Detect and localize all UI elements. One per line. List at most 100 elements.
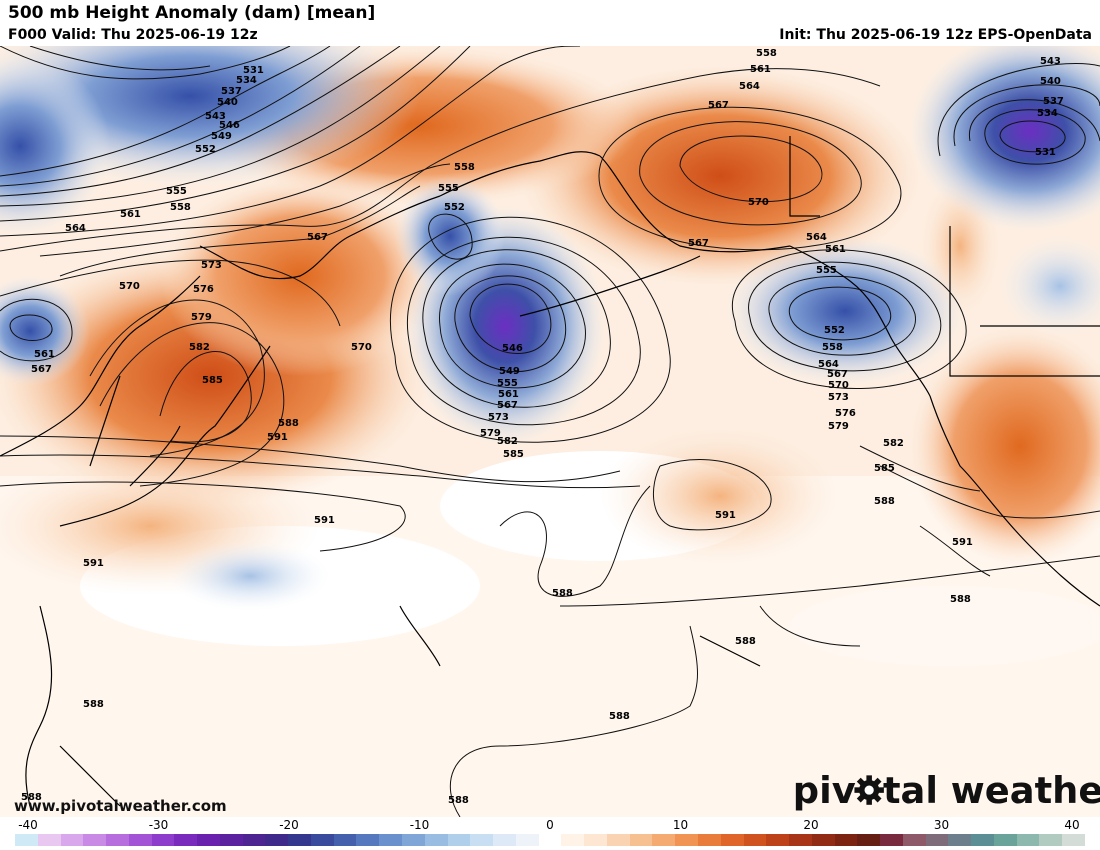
colorbar-tick-label: -30 (148, 818, 169, 832)
contour-label: 549 (499, 366, 520, 377)
contour-label: 576 (835, 408, 856, 419)
contour-label: 570 (351, 342, 372, 353)
contour-label: 555 (816, 265, 837, 276)
contour-label: 564 (65, 223, 86, 234)
contour-label: 591 (83, 558, 104, 569)
contour-label: 552 (195, 144, 216, 155)
contour-label: 585 (503, 449, 524, 460)
colorbar (15, 834, 1085, 846)
contour-label: 546 (502, 343, 523, 354)
contour-label: 552 (824, 325, 845, 336)
colorbar-swatch (333, 834, 357, 846)
contour-label: 591 (314, 515, 335, 526)
colorbar-swatch (857, 834, 881, 846)
colorbar-swatch (1062, 834, 1085, 846)
colorbar-swatch (128, 834, 152, 846)
colorbar-swatch (242, 834, 266, 846)
colorbar-swatch (174, 834, 198, 846)
contour-label: 591 (267, 432, 288, 443)
colorbar-swatch (356, 834, 380, 846)
contour-label: 591 (715, 510, 736, 521)
contour-label: 573 (201, 260, 222, 271)
contour-label: 561 (750, 64, 771, 75)
logo-text-suffix: tal weather (883, 769, 1100, 812)
contour-label: 540 (1040, 76, 1061, 87)
contour-label: 549 (211, 131, 232, 142)
contour-label: 564 (818, 359, 839, 370)
contour-label: 582 (883, 438, 904, 449)
contour-label: 591 (952, 537, 973, 548)
colorbar-swatch (948, 834, 972, 846)
colorbar-tick-label: -20 (279, 818, 299, 832)
contour-label: 564 (739, 81, 760, 92)
contour-label: 546 (219, 120, 240, 131)
contour-label: 558 (822, 342, 843, 353)
contour-label: 561 (498, 389, 519, 400)
contour-label: 534 (1037, 108, 1058, 119)
contour-label: 552 (444, 202, 465, 213)
colorbar-swatch (561, 834, 585, 846)
colorbar-tick-label: -10 (409, 818, 430, 832)
contour-label: 582 (189, 342, 210, 353)
contour-label: 531 (243, 65, 264, 76)
contour-label: 585 (874, 463, 895, 474)
contour-label: 561 (825, 244, 846, 255)
contour-label: 567 (31, 364, 52, 375)
contour-label: 588 (609, 711, 630, 722)
contour-label: 543 (205, 111, 226, 122)
contour-label: 564 (806, 232, 827, 243)
colorbar-swatch (310, 834, 334, 846)
map-canvas: 531 534 537 540 543 546 549 552 555 558 … (0, 46, 1100, 817)
map-header: 500 mb Height Anomaly (dam) [mean] F000 … (0, 0, 1100, 46)
colorbar-swatch (197, 834, 220, 846)
colorbar-swatch (720, 834, 744, 846)
colorbar-tick-label: 10 (672, 818, 689, 832)
colorbar-swatch (902, 834, 926, 846)
anomaly-map: 531 534 537 540 543 546 549 552 555 558 … (0, 46, 1100, 817)
contour-label: 585 (202, 375, 223, 386)
colorbar-swatch (37, 834, 61, 846)
valid-time: F000 Valid: Thu 2025-06-19 12z (8, 27, 258, 43)
contour-label: 555 (497, 378, 518, 389)
logo-text-prefix: piv (793, 769, 856, 812)
colorbar-swatch (15, 834, 38, 846)
contour-label: 588 (448, 795, 469, 806)
contour-label: 579 (480, 428, 501, 439)
colorbar-swatch (629, 834, 653, 846)
colorbar-swatch (789, 834, 812, 846)
contour-label: 555 (438, 183, 459, 194)
init-time: Init: Thu 2025-06-19 12z EPS-OpenData (779, 27, 1092, 43)
contour-label: 537 (221, 86, 242, 97)
colorbar-swatch (1039, 834, 1063, 846)
colorbar-swatch (766, 834, 790, 846)
contour-label: 567 (827, 369, 848, 380)
colorbar-swatch (151, 834, 175, 846)
contour-label: 570 (119, 281, 140, 292)
colorbar-swatch (1016, 834, 1040, 846)
colorbar-swatch (402, 834, 425, 846)
contour-label: 555 (166, 186, 187, 197)
colorbar-swatch (834, 834, 858, 846)
site-url[interactable]: www.pivotalweather.com (14, 797, 227, 815)
contour-label: 540 (217, 97, 238, 108)
contour-label: 573 (488, 412, 509, 423)
pivotal-weather-logo: piv tal weather (793, 769, 1100, 812)
contour-label: 558 (756, 48, 777, 59)
contour-label: 588 (735, 636, 756, 647)
contour-label: 567 (497, 400, 518, 411)
contour-label: 531 (1035, 147, 1056, 158)
colorbar-tick-label: 40 (1064, 818, 1080, 832)
contour-label: 576 (193, 284, 214, 295)
colorbar-swatch (447, 834, 471, 846)
gear-icon (854, 775, 884, 805)
colorbar-swatch (83, 834, 107, 846)
contour-label: 567 (307, 232, 328, 243)
colorbar-tick-label: 30 (933, 818, 950, 832)
contour-label: 570 (748, 197, 769, 208)
colorbar-swatch (379, 834, 403, 846)
colorbar-swatch (925, 834, 949, 846)
map-title: 500 mb Height Anomaly (dam) [mean] (8, 3, 376, 23)
contour-label: 582 (497, 436, 518, 447)
colorbar-swatch (60, 834, 84, 846)
colorbar-swatch (584, 834, 607, 846)
